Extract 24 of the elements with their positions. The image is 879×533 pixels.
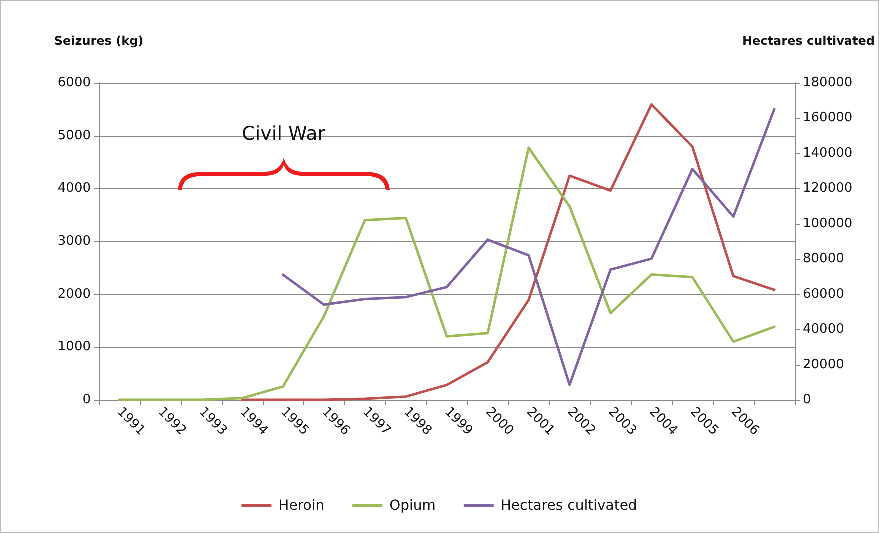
y-tick-label: 2000 xyxy=(58,286,91,302)
legend-label: Heroin xyxy=(278,498,325,514)
y2-tick-label: 140000 xyxy=(803,146,853,161)
legend-label: Hectares cultivated xyxy=(500,498,638,514)
y2-tick-label: 60000 xyxy=(803,286,844,302)
annotation: Civil War xyxy=(242,122,326,145)
y-tick-label: 1000 xyxy=(58,340,91,355)
y2-tick-label: 80000 xyxy=(803,252,844,267)
y2-tick-label: 20000 xyxy=(803,357,844,372)
line-series xyxy=(118,146,776,402)
y2-tick-label: 120000 xyxy=(803,181,853,196)
y-tick-label: 5000 xyxy=(58,128,91,144)
y-tick-label: 0 xyxy=(82,392,91,408)
y2-tick-label: 0 xyxy=(803,392,812,408)
y-tick-label: 4000 xyxy=(58,181,91,196)
y2-tick-label: 180000 xyxy=(803,76,853,90)
y2-tick-label: 160000 xyxy=(803,110,853,126)
y-axis-title: Seizures (kg) xyxy=(54,34,144,48)
y-tick-label: 6000 xyxy=(58,76,91,90)
y2-axis-title: Hectares cultivated xyxy=(742,34,875,48)
y2-tick-label: 100000 xyxy=(803,216,853,232)
legend-label: Opium xyxy=(390,498,436,514)
y2-tick-label: 40000 xyxy=(803,322,844,338)
y-tick-label: 3000 xyxy=(58,234,91,249)
